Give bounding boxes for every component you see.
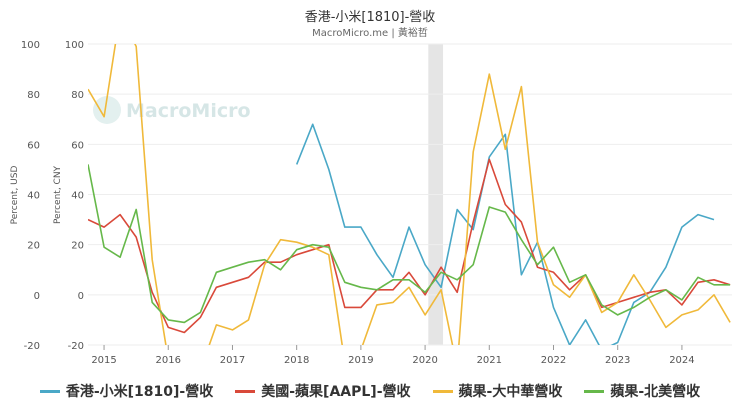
series-lines [88,44,731,345]
left-axis-tick-label: 100 [21,40,40,51]
line-chart: MacroMicro -20 0 20 40 60 80 100 -20 0 20 40 60 80 1… [10,40,732,366]
right-axis-tick-label: 100 [65,40,84,51]
watermark-text: MacroMicro [126,100,251,122]
right-axis-tick-label: 40 [71,191,84,202]
right-axis-tick-label: 80 [71,90,84,101]
x-axis-ticks: 2015 2016 2017 2018 2019 2020 2021 2022 2023 2024 [91,345,695,366]
left-axis-tick-label: -20 [24,341,40,352]
legend-swatch-apple-us [235,389,256,393]
series-line-xiaomi [295,123,715,345]
x-axis-tick-label: 2016 [156,355,181,366]
series-line-apple-na [88,164,731,324]
right-axis-tick-label: 60 [71,140,84,151]
right-axis-tick-label: -20 [68,341,84,352]
chart-title: 香港-小米[1810]-營收 [304,10,436,25]
series-line-apple-us [88,158,731,334]
left-axis-tick-label: 20 [27,241,40,252]
x-axis-tick-label: 2022 [541,355,566,366]
x-axis-tick-label: 2018 [284,355,309,366]
legend-label-xiaomi: 香港-小米[1810]-營收 [65,384,214,400]
right-axis-tick-label: 0 [78,291,84,302]
left-axis-tick-label: 40 [27,191,40,202]
x-axis-tick-label: 2021 [477,355,502,366]
grid-lines [88,43,732,346]
right-axis-title: Percent, CNY [53,165,63,224]
left-axis-tick-label: 0 [34,291,40,302]
left-axis-title: Percent, USD [10,166,20,225]
legend-swatch-apple-gc [432,389,453,393]
left-axis-tick-label: 60 [27,140,40,151]
series-line-apple-gc [88,44,731,345]
left-axis-tick-label: 80 [27,90,40,101]
x-axis-tick-label: 2017 [220,355,245,366]
chart-legend: 香港-小米[1810]-營收 美國-蘋果[AAPL]-營收 蘋果-大中華營收 蘋… [0,381,740,401]
right-axis-ticks: -20 0 20 40 60 80 100 [65,40,84,352]
right-axis-tick-label: 20 [71,241,84,252]
x-axis-tick-label: 2024 [669,355,694,366]
legend-label-apple-na: 蘋果-北美營收 [610,384,701,400]
legend-item-apple-gc[interactable]: 蘋果-大中華營收 [432,381,563,401]
legend-swatch-apple-na [584,389,605,393]
left-axis-ticks: -20 0 20 40 60 80 100 [21,40,40,352]
legend-label-apple-gc: 蘋果-大中華營收 [458,384,563,400]
x-axis-tick-label: 2020 [412,355,437,366]
legend-item-apple-us[interactable]: 美國-蘋果[AAPL]-營收 [235,381,411,401]
x-axis-tick-label: 2015 [91,355,116,366]
watermark: MacroMicro [93,96,251,124]
x-axis-tick-label: 2019 [348,355,373,366]
legend-swatch-xiaomi [39,389,60,393]
x-axis-tick-label: 2023 [605,355,630,366]
chart-subtitle: MacroMicro.me | 黃裕哲 [312,28,428,39]
legend-item-xiaomi[interactable]: 香港-小米[1810]-營收 [39,381,214,401]
legend-label-apple-us: 美國-蘋果[AAPL]-營收 [261,384,411,400]
legend-item-apple-na[interactable]: 蘋果-北美營收 [584,381,700,401]
